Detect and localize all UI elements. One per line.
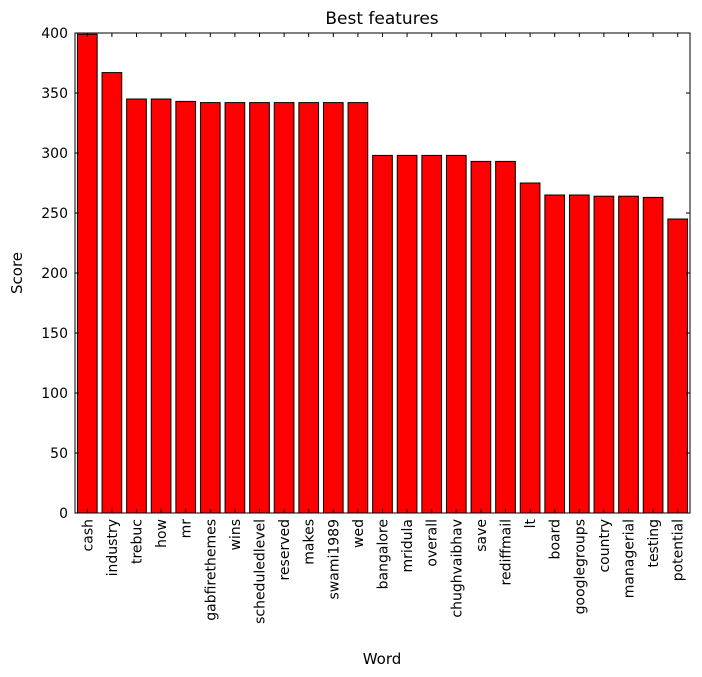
y-axis-ticks: 0 50 100 150 200 250 300 350 400: [41, 26, 690, 522]
bar-chughvaibhav: [445, 154, 467, 514]
bar-testing: [642, 196, 664, 514]
bar-wed: [347, 102, 369, 514]
bar-managerial: [618, 195, 639, 514]
bar-mr: [175, 100, 197, 514]
x-tick-label: chughvaibhav: [449, 519, 465, 618]
x-tick-label: potential: [671, 519, 687, 581]
bar-board: [544, 194, 566, 514]
bar-save: [470, 160, 492, 514]
x-tick-label: rediffmail: [499, 519, 515, 585]
x-axis-title: Word: [363, 650, 402, 668]
x-tick-label: testing: [646, 519, 662, 568]
bar-how: [150, 98, 172, 514]
x-tick-label: wins: [228, 519, 244, 551]
x-tick-label: reserved: [277, 519, 293, 581]
y-tick-label: 150: [41, 326, 68, 342]
bar-scheduledlevel: [249, 102, 270, 514]
x-tick-label: cash: [80, 519, 96, 551]
plot-frame: [74, 32, 691, 514]
bar-reserved: [273, 102, 295, 514]
y-tick-label: 400: [41, 26, 68, 42]
bar-googlegroups: [568, 194, 590, 514]
y-tick-label: 50: [50, 446, 68, 462]
x-tick-label: save: [474, 519, 490, 552]
y-tick-label: 100: [41, 386, 68, 402]
x-tick-label: scheduledlevel: [253, 519, 269, 624]
bar-wins: [224, 102, 246, 514]
y-axis-title: Score: [8, 252, 26, 294]
x-tick-label: overall: [425, 519, 441, 567]
bars-group: [76, 33, 689, 514]
x-tick-label: bangalore: [376, 519, 392, 589]
bar-gabfirethemes: [199, 102, 221, 514]
bar-cash: [76, 33, 98, 514]
bar-overall: [421, 154, 443, 514]
y-tick-label: 350: [41, 86, 68, 102]
x-tick-label: mr: [179, 519, 195, 539]
bar-mridula: [396, 154, 418, 514]
bar-trebuc: [126, 98, 147, 514]
x-tick-label: board: [548, 519, 564, 559]
x-tick-label: gabfirethemes: [203, 519, 219, 621]
x-tick-label: makes: [302, 519, 318, 565]
bar-industry: [101, 72, 123, 514]
x-tick-label: industry: [105, 519, 121, 576]
bar-swami1989: [322, 102, 344, 514]
bar-lt: [519, 182, 541, 514]
x-tick-label: lt: [523, 519, 539, 529]
x-tick-label: country: [597, 519, 613, 573]
x-tick-label: swami1989: [326, 519, 342, 599]
y-tick-label: 0: [59, 506, 68, 522]
y-tick-label: 250: [41, 206, 68, 222]
bar-rediffmail: [495, 160, 516, 514]
x-tick-label: trebuc: [130, 519, 146, 564]
x-tick-label: mridula: [400, 519, 416, 573]
bar-bangalore: [372, 154, 393, 514]
x-tick-label: wed: [351, 519, 367, 548]
x-tick-label: managerial: [622, 519, 638, 598]
y-tick-label: 200: [41, 266, 68, 282]
bar-makes: [298, 102, 320, 514]
x-tick-label: how: [154, 519, 170, 548]
bar-country: [593, 195, 615, 514]
x-tick-label: googlegroups: [572, 519, 588, 614]
chart-title: Best features: [325, 9, 438, 29]
bar-potential: [667, 218, 689, 514]
x-axis-ticks: cash industry trebuc how mr gabfirethemes wins…: [80, 33, 687, 624]
y-tick-label: 300: [41, 146, 68, 162]
